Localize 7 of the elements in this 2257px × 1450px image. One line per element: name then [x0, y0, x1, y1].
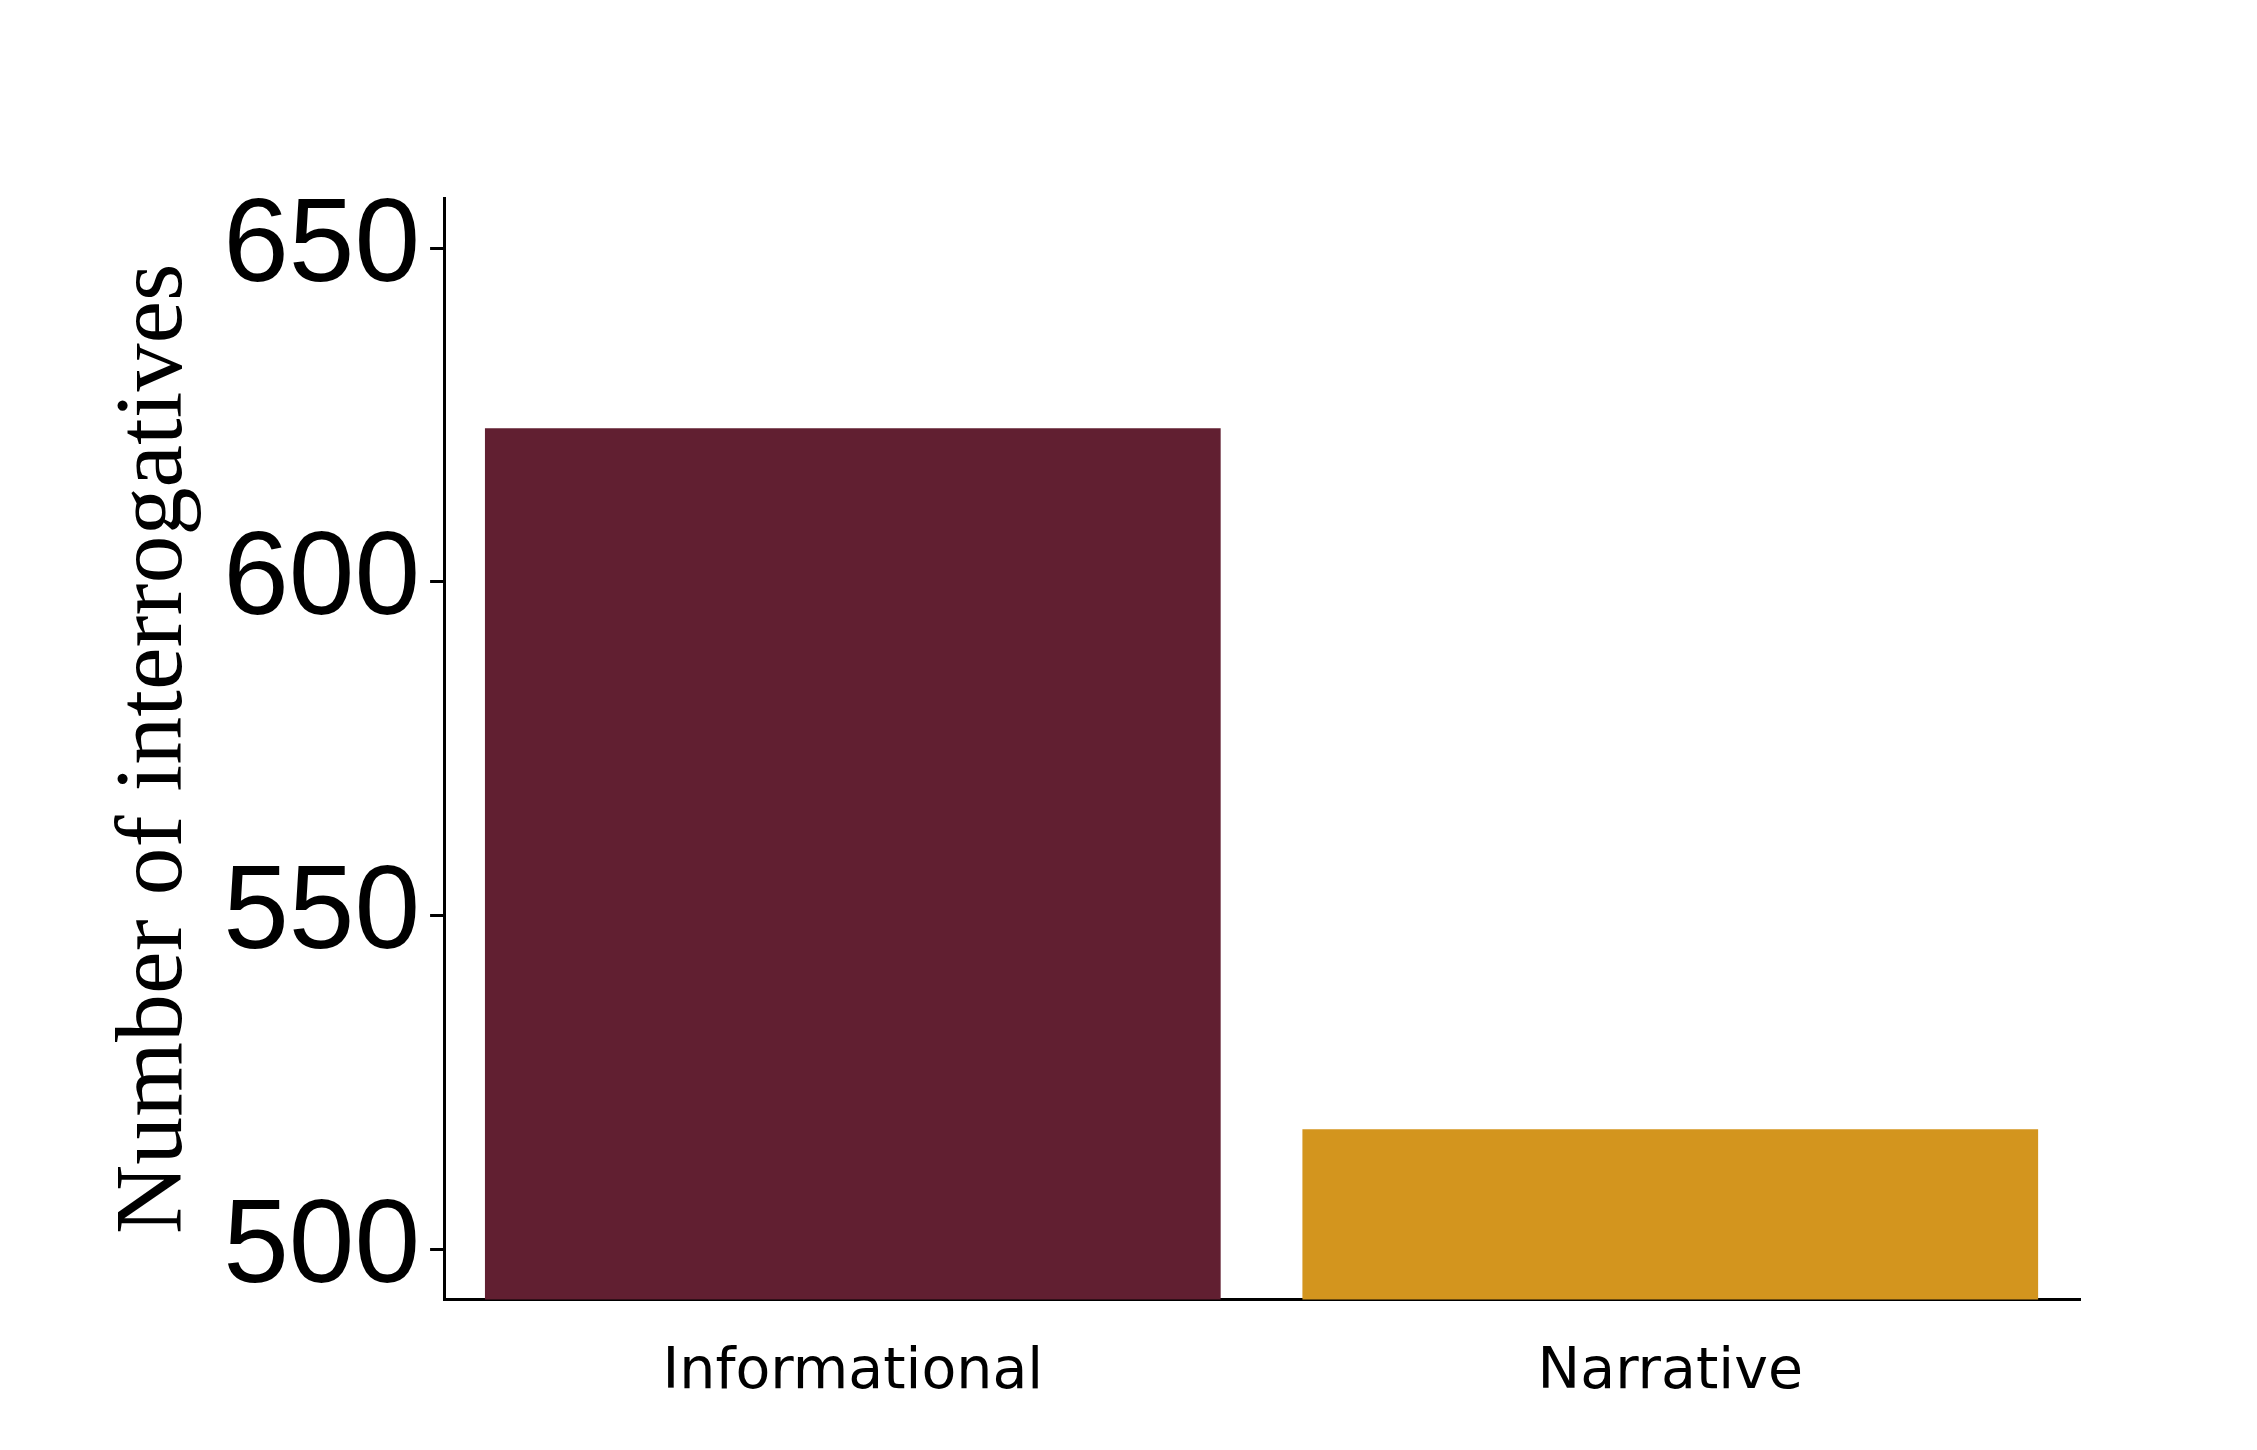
x-tick-label: Informational — [662, 1334, 1044, 1401]
y-tick-label: 550 — [223, 841, 421, 974]
y-tick-label: 500 — [223, 1175, 421, 1308]
y-tick-label: 650 — [223, 173, 421, 306]
x-tick-label: Narrative — [1537, 1334, 1803, 1401]
y-tick-label: 600 — [223, 507, 421, 640]
y-axis-title: Number of interrogatives — [94, 263, 202, 1234]
